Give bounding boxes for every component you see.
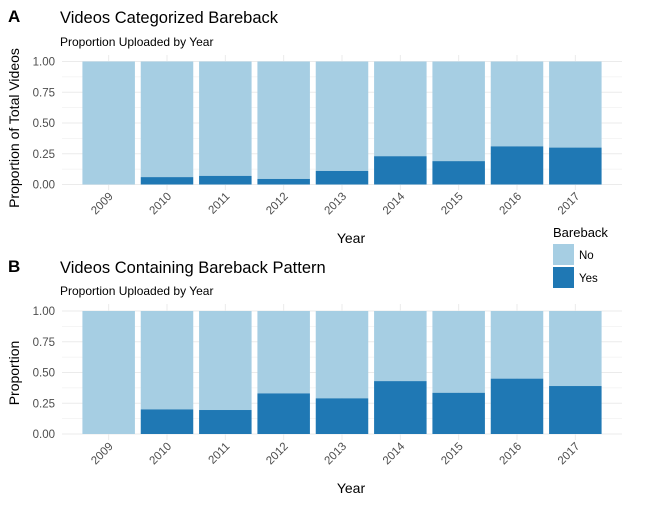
panel-b-subtitle: Proportion Uploaded by Year bbox=[60, 284, 213, 298]
panel-a-bar-no-2016 bbox=[490, 61, 544, 147]
panel-b-ytick-label: 0.50 bbox=[33, 368, 55, 380]
panel-a-xlabel: Year bbox=[337, 230, 366, 246]
panel-b-bar-yes-2010 bbox=[140, 409, 194, 434]
panel-b-xtick-label-2014: 2014 bbox=[381, 440, 408, 467]
legend: Bareback No Yes bbox=[553, 225, 608, 288]
panel-b-bar-yes-2011 bbox=[199, 410, 252, 434]
panel-a-bar-yes-2010 bbox=[140, 177, 194, 185]
panel-a-bar-no-2011 bbox=[199, 61, 252, 176]
panel-a-xtick-label-2016: 2016 bbox=[498, 191, 525, 218]
panel-a-ytick-label: 0.50 bbox=[33, 118, 55, 130]
panel-a-tag: A bbox=[8, 7, 20, 26]
panel-b-ytick-label: 0.75 bbox=[33, 337, 55, 349]
panel-b-title: Videos Containing Bareback Pattern bbox=[60, 259, 326, 277]
panel-b-bar-no-2017 bbox=[549, 311, 602, 387]
panel-b-bar-yes-2016 bbox=[490, 378, 544, 434]
panel-a-bar-yes-2017 bbox=[549, 147, 602, 185]
panel-b-bar-no-2015 bbox=[432, 311, 485, 393]
legend-swatch-no bbox=[553, 244, 574, 265]
panel-a-bar-yes-2011 bbox=[199, 175, 252, 185]
legend-swatch-yes bbox=[553, 267, 574, 288]
panel-a-bar-yes-2016 bbox=[490, 146, 544, 185]
panel-b-bar-yes-2017 bbox=[549, 386, 602, 434]
panel-b-xtick-label-2010: 2010 bbox=[148, 441, 175, 468]
panel-b-bar-no-2014 bbox=[374, 311, 427, 382]
panel-a-ytick-label: 0.75 bbox=[33, 87, 55, 99]
panel-a-ytick-label: 0.25 bbox=[33, 149, 55, 161]
legend-label-no: No bbox=[579, 250, 594, 262]
panel-b-xtick-label-2011: 2011 bbox=[206, 441, 232, 467]
panel-a-ylabel: Proportion of Total Videos bbox=[6, 48, 22, 208]
panel-a-bar-no-2012 bbox=[257, 61, 310, 179]
panel-a-bar-no-2010 bbox=[140, 61, 194, 178]
panel-b-bar-yes-2013 bbox=[315, 398, 369, 434]
panel-a-plot: 0.00 0.25 0.50 0.75 1.00 2009 2010 2011 2012 2013… bbox=[33, 55, 622, 217]
panel-b-bar-no-2011 bbox=[199, 311, 252, 411]
panel-b-bar-no-2009 bbox=[82, 311, 135, 434]
legend-label-yes: Yes bbox=[579, 273, 598, 285]
panel-b-bar-no-2016 bbox=[490, 311, 544, 379]
panel-b-xtick-label-2017: 2017 bbox=[556, 441, 583, 468]
panel-b-xtick-label-2009: 2009 bbox=[89, 441, 116, 468]
panel-b-tag: B bbox=[8, 257, 20, 276]
panel-a-bar-no-2009 bbox=[82, 61, 135, 185]
panel-a-bar-yes-2015 bbox=[432, 161, 485, 185]
panel-a-xtick-label-2017: 2017 bbox=[556, 191, 583, 218]
panel-b-xlabel: Year bbox=[337, 480, 366, 496]
panel-a-subtitle: Proportion Uploaded by Year bbox=[60, 35, 213, 49]
panel-b-bar-no-2010 bbox=[140, 311, 194, 410]
panel-b-bar-yes-2015 bbox=[432, 392, 485, 434]
legend-title: Bareback bbox=[553, 225, 608, 240]
panel-b-ytick-label: 0.00 bbox=[33, 429, 55, 441]
panel-a-bar-no-2017 bbox=[549, 61, 602, 148]
panel-a-xtick-label-2015: 2015 bbox=[439, 191, 466, 218]
panel-b-xtick-label-2015: 2015 bbox=[439, 441, 466, 468]
panel-b-bar-yes-2014 bbox=[374, 381, 427, 434]
panel-a-bar-no-2015 bbox=[432, 61, 485, 162]
panel-b-ylabel: Proportion bbox=[6, 341, 22, 406]
panel-b-ytick-label: 1.00 bbox=[33, 306, 55, 318]
panel-b-xtick-label-2013: 2013 bbox=[323, 441, 350, 468]
panel-a-xtick-label-2010: 2010 bbox=[148, 191, 175, 218]
panel-a-xtick-label-2012: 2012 bbox=[264, 191, 291, 218]
panel-a-bar-yes-2014 bbox=[374, 156, 427, 185]
panel-a-bar-no-2013 bbox=[315, 61, 369, 171]
panel-a-xtick-label-2013: 2013 bbox=[323, 191, 350, 218]
panel-b-xtick-label-2016: 2016 bbox=[498, 441, 525, 468]
panel-a-bar-yes-2012 bbox=[257, 178, 310, 185]
panel-a-xtick-label-2009: 2009 bbox=[89, 191, 116, 218]
panel-a-xtick-label-2014: 2014 bbox=[381, 190, 408, 217]
panel-b-bar-yes-2012 bbox=[257, 393, 310, 434]
panel-b-bar-no-2013 bbox=[315, 311, 369, 399]
panel-b-xtick-label-2012: 2012 bbox=[264, 441, 291, 468]
panel-a-xtick-label-2011: 2011 bbox=[206, 191, 232, 217]
panel-a-ytick-label: 1.00 bbox=[33, 57, 55, 69]
panel-a-ytick-label: 0.00 bbox=[33, 180, 55, 192]
panel-b-plot: 0.00 0.25 0.50 0.75 1.00 2009 2010 2011 2012 2013… bbox=[33, 304, 622, 467]
panel-a-title: Videos Categorized Bareback bbox=[60, 9, 279, 27]
panel-b-bar-no-2012 bbox=[257, 311, 310, 394]
panel-a-bar-no-2014 bbox=[374, 61, 427, 157]
panel-b-ytick-label: 0.25 bbox=[33, 398, 55, 410]
panel-a-bar-yes-2013 bbox=[315, 170, 369, 185]
